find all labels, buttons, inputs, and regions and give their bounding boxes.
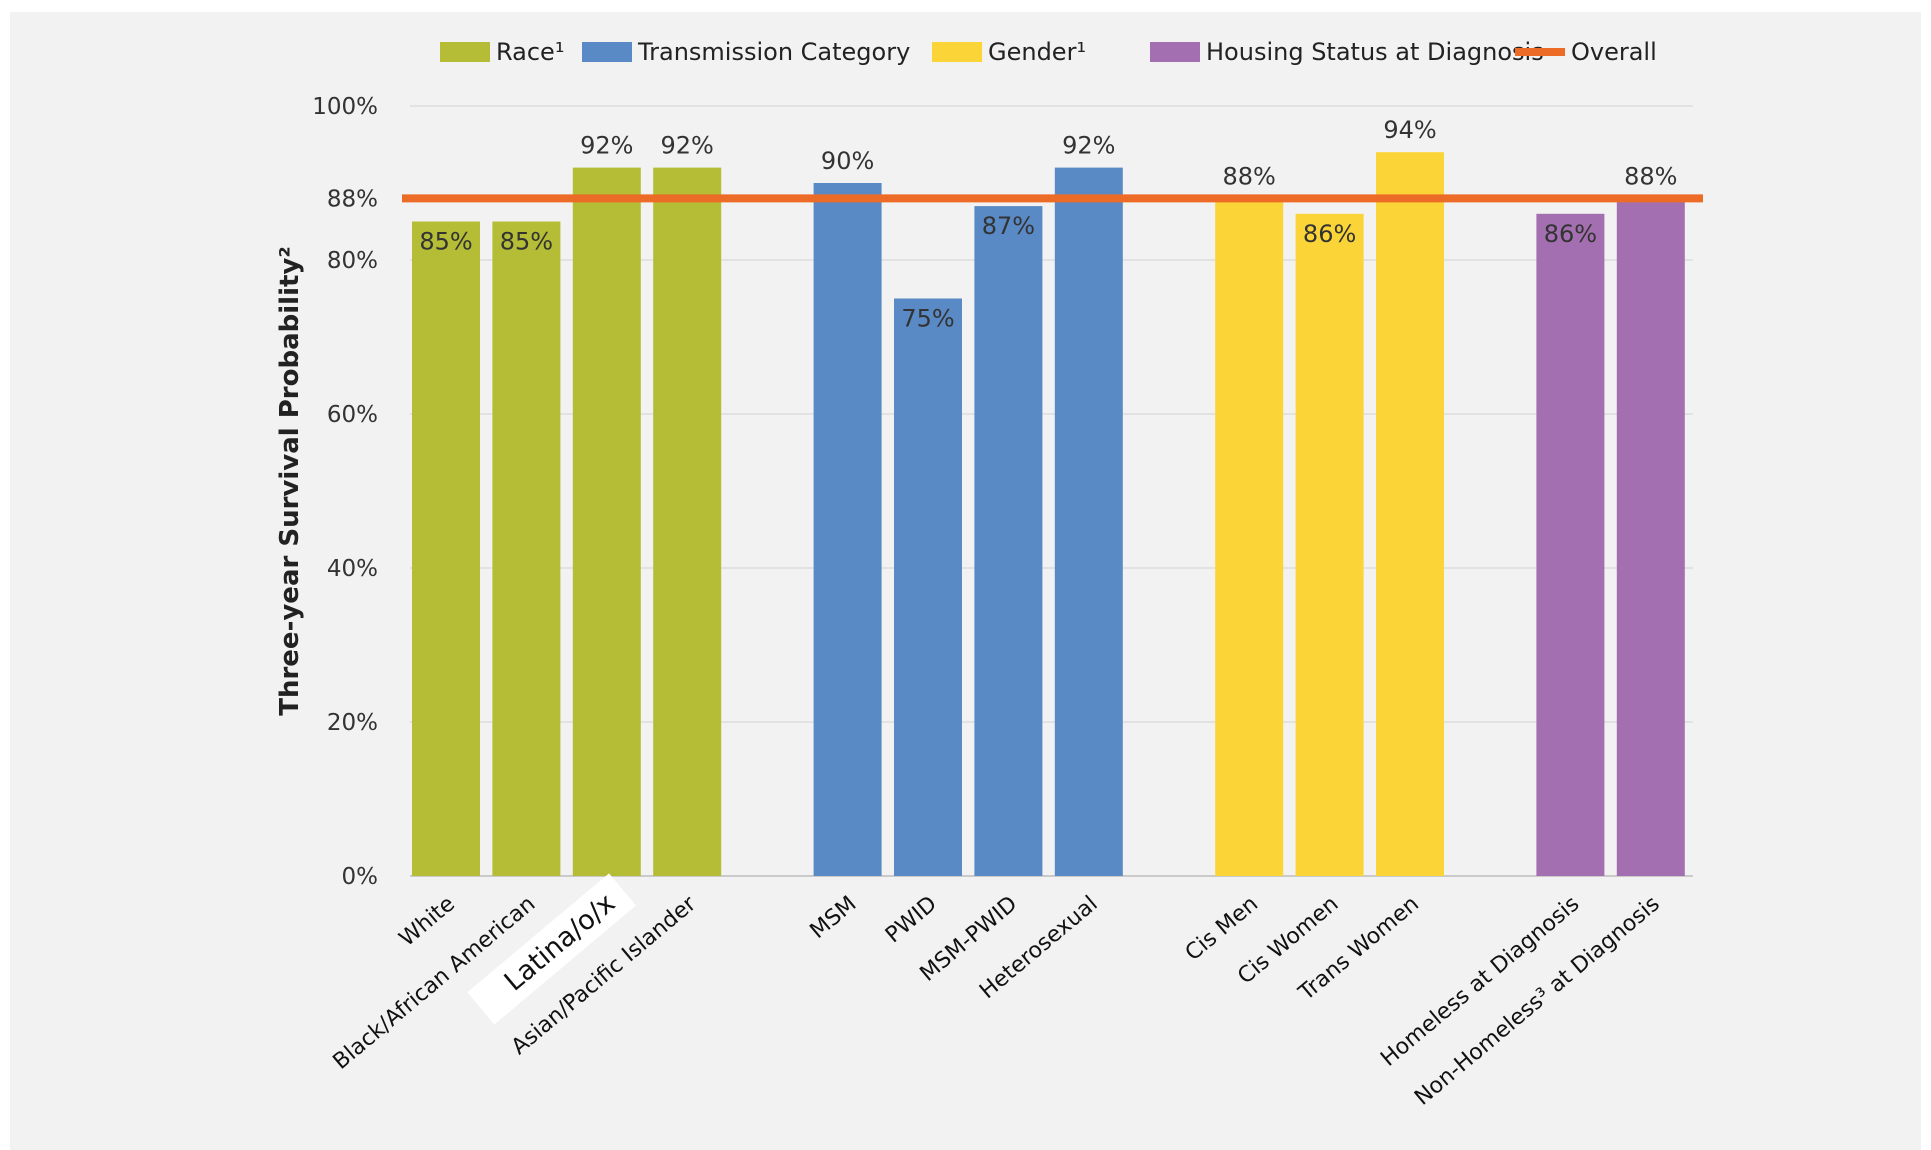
data-label-white: 85%: [419, 228, 472, 256]
legend-label-housing-status-at-diagnosis: Housing Status at Diagnosis: [1206, 38, 1544, 66]
chart-frame: 85% 85% 92% 92% 90% 75% 87% 92% 88% 86% 94% 86% 88% …: [10, 12, 1921, 1150]
bar-black-african-american: [492, 221, 561, 876]
category-label-highlight: [467, 873, 637, 1025]
data-label-msm-pwid: 87%: [982, 212, 1035, 240]
bar-latina-o-x: [572, 167, 641, 877]
bar-asian-pacific-islander: [653, 167, 722, 877]
bar-chart: 85% 85%92% 92%90%75%87%92%88%86%94%86%88% …: [275, 38, 1703, 1111]
bar-non-homeless-at-diagnosis: [1616, 198, 1685, 876]
data-label-homeless-at-diagnosis: 86%: [1544, 220, 1597, 248]
bar-msm: [813, 183, 882, 876]
bar-white: [412, 221, 480, 876]
bars: [412, 152, 1685, 877]
y-tick-label: 40%: [327, 556, 378, 582]
bar-cis-men: [1215, 198, 1284, 876]
y-axis: 0% 20% 40% 60% 80% 88% 100%: [312, 94, 378, 890]
category-label-white: White: [395, 891, 460, 951]
y-tick-label: 88%: [327, 186, 378, 212]
bar-msm-pwid: [974, 206, 1043, 877]
legend-label-transmission-category: Transmission Category: [637, 38, 910, 66]
y-tick-label: 0%: [342, 864, 379, 890]
legend-swatch-transmission-category: [582, 42, 632, 62]
bar-homeless-at-diagnosis: [1536, 213, 1605, 877]
bar-trans-women: [1376, 152, 1444, 876]
legend-label-race: Race¹: [496, 38, 564, 66]
legend-label-overall: Overall: [1571, 38, 1657, 66]
legend-swatch-housing-status-at-diagnosis: [1150, 42, 1200, 62]
data-label-heterosexual: 92%: [1062, 132, 1115, 160]
data-label-cis-women: 86%: [1303, 220, 1356, 248]
category-label-pwid: PWID: [881, 891, 942, 948]
y-axis-title: Three-year Survival Probability²: [275, 246, 305, 716]
data-labels: 85% 85% 92% 92% 90% 75% 87% 92% 88% 86% 94% 86% 88%: [419, 116, 1677, 332]
data-label-non-homeless-at-diagnosis: 88%: [1624, 162, 1677, 190]
data-label-pwid: 75%: [901, 305, 954, 333]
category-label-msm: MSM: [806, 891, 862, 944]
bar-cis-women: [1295, 213, 1364, 877]
y-tick-label: 60%: [327, 402, 378, 428]
bar-pwid: [894, 298, 962, 876]
legend-swatch-gender: [932, 42, 982, 62]
legend-swatch-race: [440, 42, 490, 62]
bar-heterosexual: [1054, 167, 1123, 877]
y-tick-label: 100%: [312, 94, 378, 120]
data-label-asian-pacific-islander: 92%: [661, 132, 714, 160]
data-label-msm: 90%: [821, 147, 874, 175]
legend: Race¹ Transmission Category Gender¹ Housing…: [440, 38, 1657, 66]
data-label-cis-men: 88%: [1223, 162, 1276, 190]
data-label-black-african-american: 85%: [500, 228, 553, 256]
data-label-latina-o-x: 92%: [580, 132, 633, 160]
data-label-trans-women: 94%: [1383, 116, 1436, 144]
y-tick-label: 80%: [327, 248, 378, 274]
y-tick-label: 20%: [327, 710, 378, 736]
legend-label-gender: Gender¹: [988, 38, 1086, 66]
legend-swatch-overall: [1515, 48, 1565, 56]
